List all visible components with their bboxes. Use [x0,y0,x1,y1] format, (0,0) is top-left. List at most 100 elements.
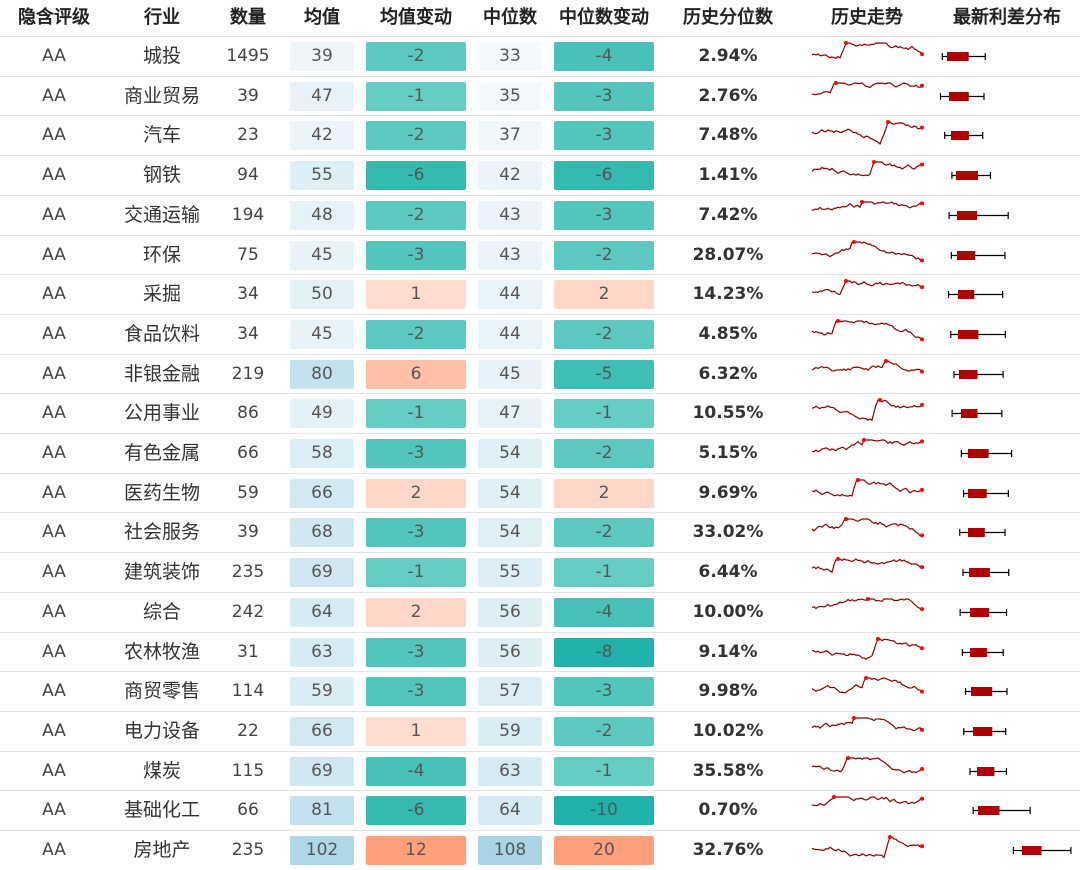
table-row[interactable]: AA 钢铁 94 55 -6 42 -6 1.41% [0,155,1080,195]
table-row[interactable]: AA 商贸零售 114 59 -3 57 -3 9.98% [0,671,1080,711]
column-header[interactable]: 均值变动 [380,7,452,28]
count-cell: 23 [237,125,259,146]
table-row[interactable]: AA 有色金属 66 58 -3 54 -2 5.15% [0,433,1080,473]
table-row[interactable]: AA 医药生物 59 66 2 54 2 9.69% [0,472,1080,513]
median-cell: 54 [478,439,542,468]
mean-cell: 47 [290,81,354,111]
count-cell: 194 [231,204,265,225]
median-cell: 43 [478,200,542,230]
percentile-cell: 6.44% [698,562,758,583]
industry-cell: 电力设备 [123,719,200,742]
boxplot-chart [953,369,1004,379]
median-cell: 63 [478,756,542,786]
percentile-cell: 9.98% [698,681,758,702]
column-header[interactable]: 历史走势 [831,7,903,28]
table-header: 隐含评级 行业 数量 均值 均值变动 中位数 中位数变动 历史分位数 历史走势 最新利差分布 [0,0,1080,36]
mean-change-cell: 1 [366,280,466,310]
median-cell: 44 [478,280,542,310]
median-change-cell: -4 [554,597,654,627]
median-cell: 35 [478,81,542,111]
industry-cell: 公用事业 [123,402,200,425]
median-change-cell: -5 [554,359,654,389]
table-row[interactable]: AA 采掘 34 50 1 44 2 14.23% [0,274,1080,314]
table-row[interactable]: AA 公用事业 86 49 -1 47 -1 10.55% [0,393,1080,433]
sparkline-chart [811,438,924,453]
sparkline-chart [811,715,924,732]
mean-cell: 69 [290,756,354,786]
median-cell: 55 [478,558,542,588]
mean-change-cell: -2 [366,121,466,151]
mean-cell: 69 [290,558,354,588]
median-change-cell: 2 [554,478,654,508]
industry-cell: 房地产 [133,839,191,861]
mean-change-cell: -3 [366,677,466,707]
mean-change-cell: 2 [366,597,466,627]
column-header[interactable]: 中位数变动 [559,7,649,28]
table-row[interactable]: AA 煤炭 115 69 -4 63 -1 35.58% [0,750,1080,791]
percentile-cell: 10.02% [692,720,764,741]
median-change-cell: -8 [554,637,654,667]
mean-cell: 45 [290,319,354,349]
table-row[interactable]: AA 建筑装饰 235 69 -1 55 -1 6.44% [0,552,1080,592]
table-row[interactable]: AA 食品饮料 34 45 -2 44 -2 4.85% [0,313,1080,354]
column-header[interactable]: 数量 [230,7,266,28]
mean-change-cell: -3 [366,439,466,468]
table-row[interactable]: AA 房地产 235 102 12 108 20 32.76% [0,830,1080,870]
percentile-cell: 6.32% [698,363,758,384]
column-header[interactable]: 行业 [144,7,180,28]
count-cell: 114 [231,681,265,702]
percentile-cell: 9.14% [698,641,758,662]
mean-change-cell: 12 [366,836,466,865]
rating-cell: AA [42,284,66,305]
percentile-cell: 33.02% [692,522,764,543]
percentile-cell: 5.15% [698,443,758,463]
count-cell: 34 [237,323,259,344]
industry-cell: 交通运输 [123,203,200,226]
table-row[interactable]: AA 农林牧渔 31 63 -3 56 -8 9.14% [0,631,1080,672]
table-row[interactable]: AA 社会服务 39 68 -3 54 -2 33.02% [0,512,1080,552]
rating-cell: AA [42,800,66,821]
rating-cell: AA [42,403,66,424]
column-header[interactable]: 隐含评级 [18,7,90,28]
industry-cell: 基础化工 [123,799,200,822]
table-row[interactable]: AA 综合 242 64 2 56 -4 10.00% [0,591,1080,632]
table-row[interactable]: AA 汽车 23 42 -2 37 -3 7.48% [0,115,1080,155]
percentile-cell: 9.69% [698,482,758,503]
table-row[interactable]: AA 电力设备 22 66 1 59 -2 10.02% [0,710,1080,751]
median-cell: 64 [478,796,542,826]
median-cell: 56 [478,637,542,667]
rating-cell: AA [42,641,66,662]
column-header[interactable]: 中位数 [483,7,537,28]
column-header[interactable]: 均值 [304,7,340,28]
count-cell: 59 [237,482,259,503]
column-header[interactable]: 最新利差分布 [953,7,1061,28]
rating-cell: AA [42,562,66,583]
median-change-cell: -10 [554,796,654,826]
rating-cell: AA [42,46,66,66]
count-cell: 34 [237,284,259,305]
median-cell: 108 [478,836,542,865]
mean-change-cell: -3 [366,240,466,270]
table-row[interactable]: AA 交通运输 194 48 -2 43 -3 7.42% [0,194,1080,235]
column-header[interactable]: 历史分位数 [683,7,773,28]
table-row[interactable]: AA 商业贸易 39 47 -1 35 -3 2.76% [0,75,1080,116]
count-cell: 242 [231,601,265,622]
sparkline-chart [811,80,924,96]
table-row[interactable]: AA 城投 1495 39 -2 33 -4 2.94% [0,36,1080,76]
industry-cell: 有色金属 [123,442,200,464]
table-row[interactable]: AA 环保 75 45 -3 43 -2 28.07% [0,234,1080,275]
mean-cell: 49 [290,399,354,429]
rating-cell: AA [42,125,66,146]
sparkline-chart [811,835,924,859]
boxplot-chart [948,210,1009,220]
table-row[interactable]: AA 基础化工 66 81 -6 64 -10 0.70% [0,790,1080,830]
boxplot-chart [962,568,1010,578]
median-change-cell: -6 [554,161,654,191]
industry-cell: 建筑装饰 [123,561,200,584]
count-cell: 219 [231,363,265,384]
table-row[interactable]: AA 非银金融 219 80 6 45 -5 6.32% [0,353,1080,394]
sparkline-chart [811,596,924,611]
percentile-cell: 14.23% [692,284,764,305]
mean-cell: 48 [290,200,354,230]
